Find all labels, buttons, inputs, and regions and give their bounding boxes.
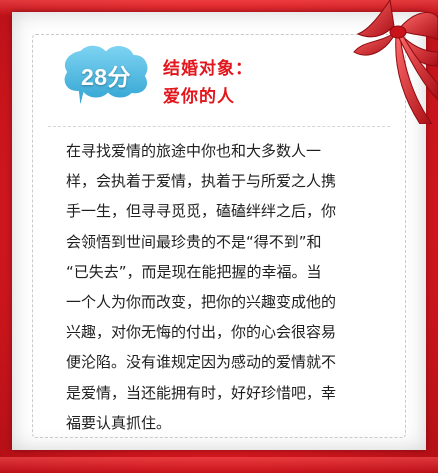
result-title-line2: 爱你的人 — [163, 87, 235, 107]
card-dashed-border — [32, 34, 406, 438]
speech-bubble-icon — [62, 43, 150, 111]
result-title-line1: 结婚对象： — [163, 59, 253, 79]
description-line: 会领悟到世间最珍贵的不是“得不到”和 — [66, 232, 322, 251]
description-line: “已失去”，而是现在能把握的幸福。当 — [66, 262, 322, 281]
description-line: 样，会执着于爱情，执着于与所爱之人携 — [66, 172, 337, 191]
description-line: 兴趣，对你无悔的付出，你的心会很容易 — [66, 323, 337, 342]
description-line: 是爱情，当还能拥有时，好好珍惜吧，幸 — [66, 383, 337, 402]
description-line: 手一生，但寻寻觅觅，磕磕绊绊之后，你 — [66, 202, 337, 221]
score-badge-label: 28分 — [80, 64, 132, 90]
result-description: 在寻找爱情的旅途中你也和大多数人一 样，会执着于爱情，执着于与所爱之人携 手一生… — [66, 136, 378, 438]
score-badge: 28分 — [60, 42, 152, 114]
ribbon-bow — [338, 0, 438, 124]
ribbon-band-bottom — [0, 457, 438, 473]
description-line: 一个人为你而改变，把你的兴趣变成他的 — [66, 293, 337, 312]
description-line: 福要认真抓住。 — [66, 413, 172, 432]
title-divider — [48, 126, 390, 128]
ribbon-bow-icon — [353, 0, 438, 124]
description-line: 在寻找爱情的旅途中你也和大多数人一 — [66, 142, 322, 160]
description-line: 便沦陷。没有谁规定因为感动的爱情就不 — [66, 353, 337, 372]
